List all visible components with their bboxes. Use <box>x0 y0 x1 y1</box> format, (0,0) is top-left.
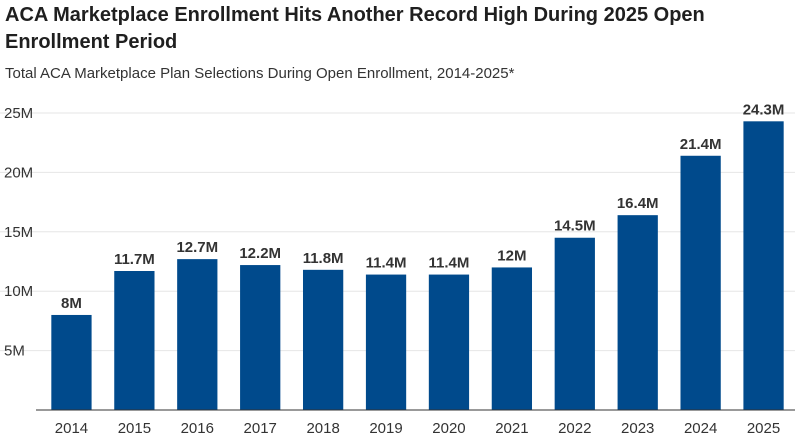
bar <box>177 259 218 410</box>
chart-subtitle: Total ACA Marketplace Plan Selections Du… <box>5 65 515 82</box>
bar <box>491 267 533 410</box>
bar <box>302 269 344 410</box>
x-axis-ticks: 2014 2015 2016 2017 2018 2019 2020 2021 2022 2023… <box>55 420 780 436</box>
x-tick-label: 2022 <box>558 420 591 436</box>
bar-value-label: 24.3M <box>743 101 785 118</box>
bar <box>114 271 155 410</box>
bar-value-label: 14.5M <box>554 218 596 235</box>
bar-value-label: 11.4M <box>366 255 407 272</box>
value-labels: 8M 11.7M 12.7M 12.2M 11.8M 11.4M 11.4M 12M 14.5M… <box>61 101 784 312</box>
x-tick-label: 2018 <box>306 420 339 436</box>
chart-title: ACA Marketplace Enrollment Hits Another … <box>5 4 705 53</box>
bar-value-label: 21.4M <box>680 136 722 153</box>
x-tick-label: 2016 <box>181 420 214 436</box>
bar <box>554 237 595 410</box>
x-tick-label: 2019 <box>369 420 402 436</box>
bar-value-label: 12.7M <box>176 239 218 256</box>
bar <box>51 314 92 410</box>
x-tick-label: 2014 <box>55 420 88 436</box>
y-axis-ticks: 5M 10M 15M 20M 25M <box>4 105 33 360</box>
y-tick-label: 20M <box>4 164 33 181</box>
bar <box>428 274 470 410</box>
x-tick-label: 2025 <box>747 420 780 436</box>
x-tick-label: 2023 <box>621 420 654 436</box>
bar-value-label: 8M <box>61 295 82 312</box>
x-tick-label: 2020 <box>432 420 465 436</box>
x-tick-label: 2021 <box>495 420 528 436</box>
bar <box>743 121 784 410</box>
y-tick-label: 5M <box>4 343 25 360</box>
bar <box>365 274 407 410</box>
bar <box>617 215 658 410</box>
bar <box>240 265 281 410</box>
x-tick-label: 2017 <box>244 420 277 436</box>
y-tick-label: 15M <box>4 224 33 241</box>
bar-value-label: 11.8M <box>303 250 344 267</box>
y-tick-label: 25M <box>4 105 33 122</box>
bar <box>680 155 721 410</box>
bar-value-label: 16.4M <box>617 195 659 212</box>
bar-value-label: 11.4M <box>429 255 470 272</box>
bar-value-label: 12M <box>497 247 526 264</box>
bar-value-label: 12.2M <box>239 245 281 262</box>
bar-value-label: 11.7M <box>114 251 155 268</box>
bars <box>51 121 784 410</box>
x-tick-label: 2015 <box>118 420 151 436</box>
x-tick-label: 2024 <box>684 420 717 436</box>
y-tick-label: 10M <box>4 283 33 300</box>
